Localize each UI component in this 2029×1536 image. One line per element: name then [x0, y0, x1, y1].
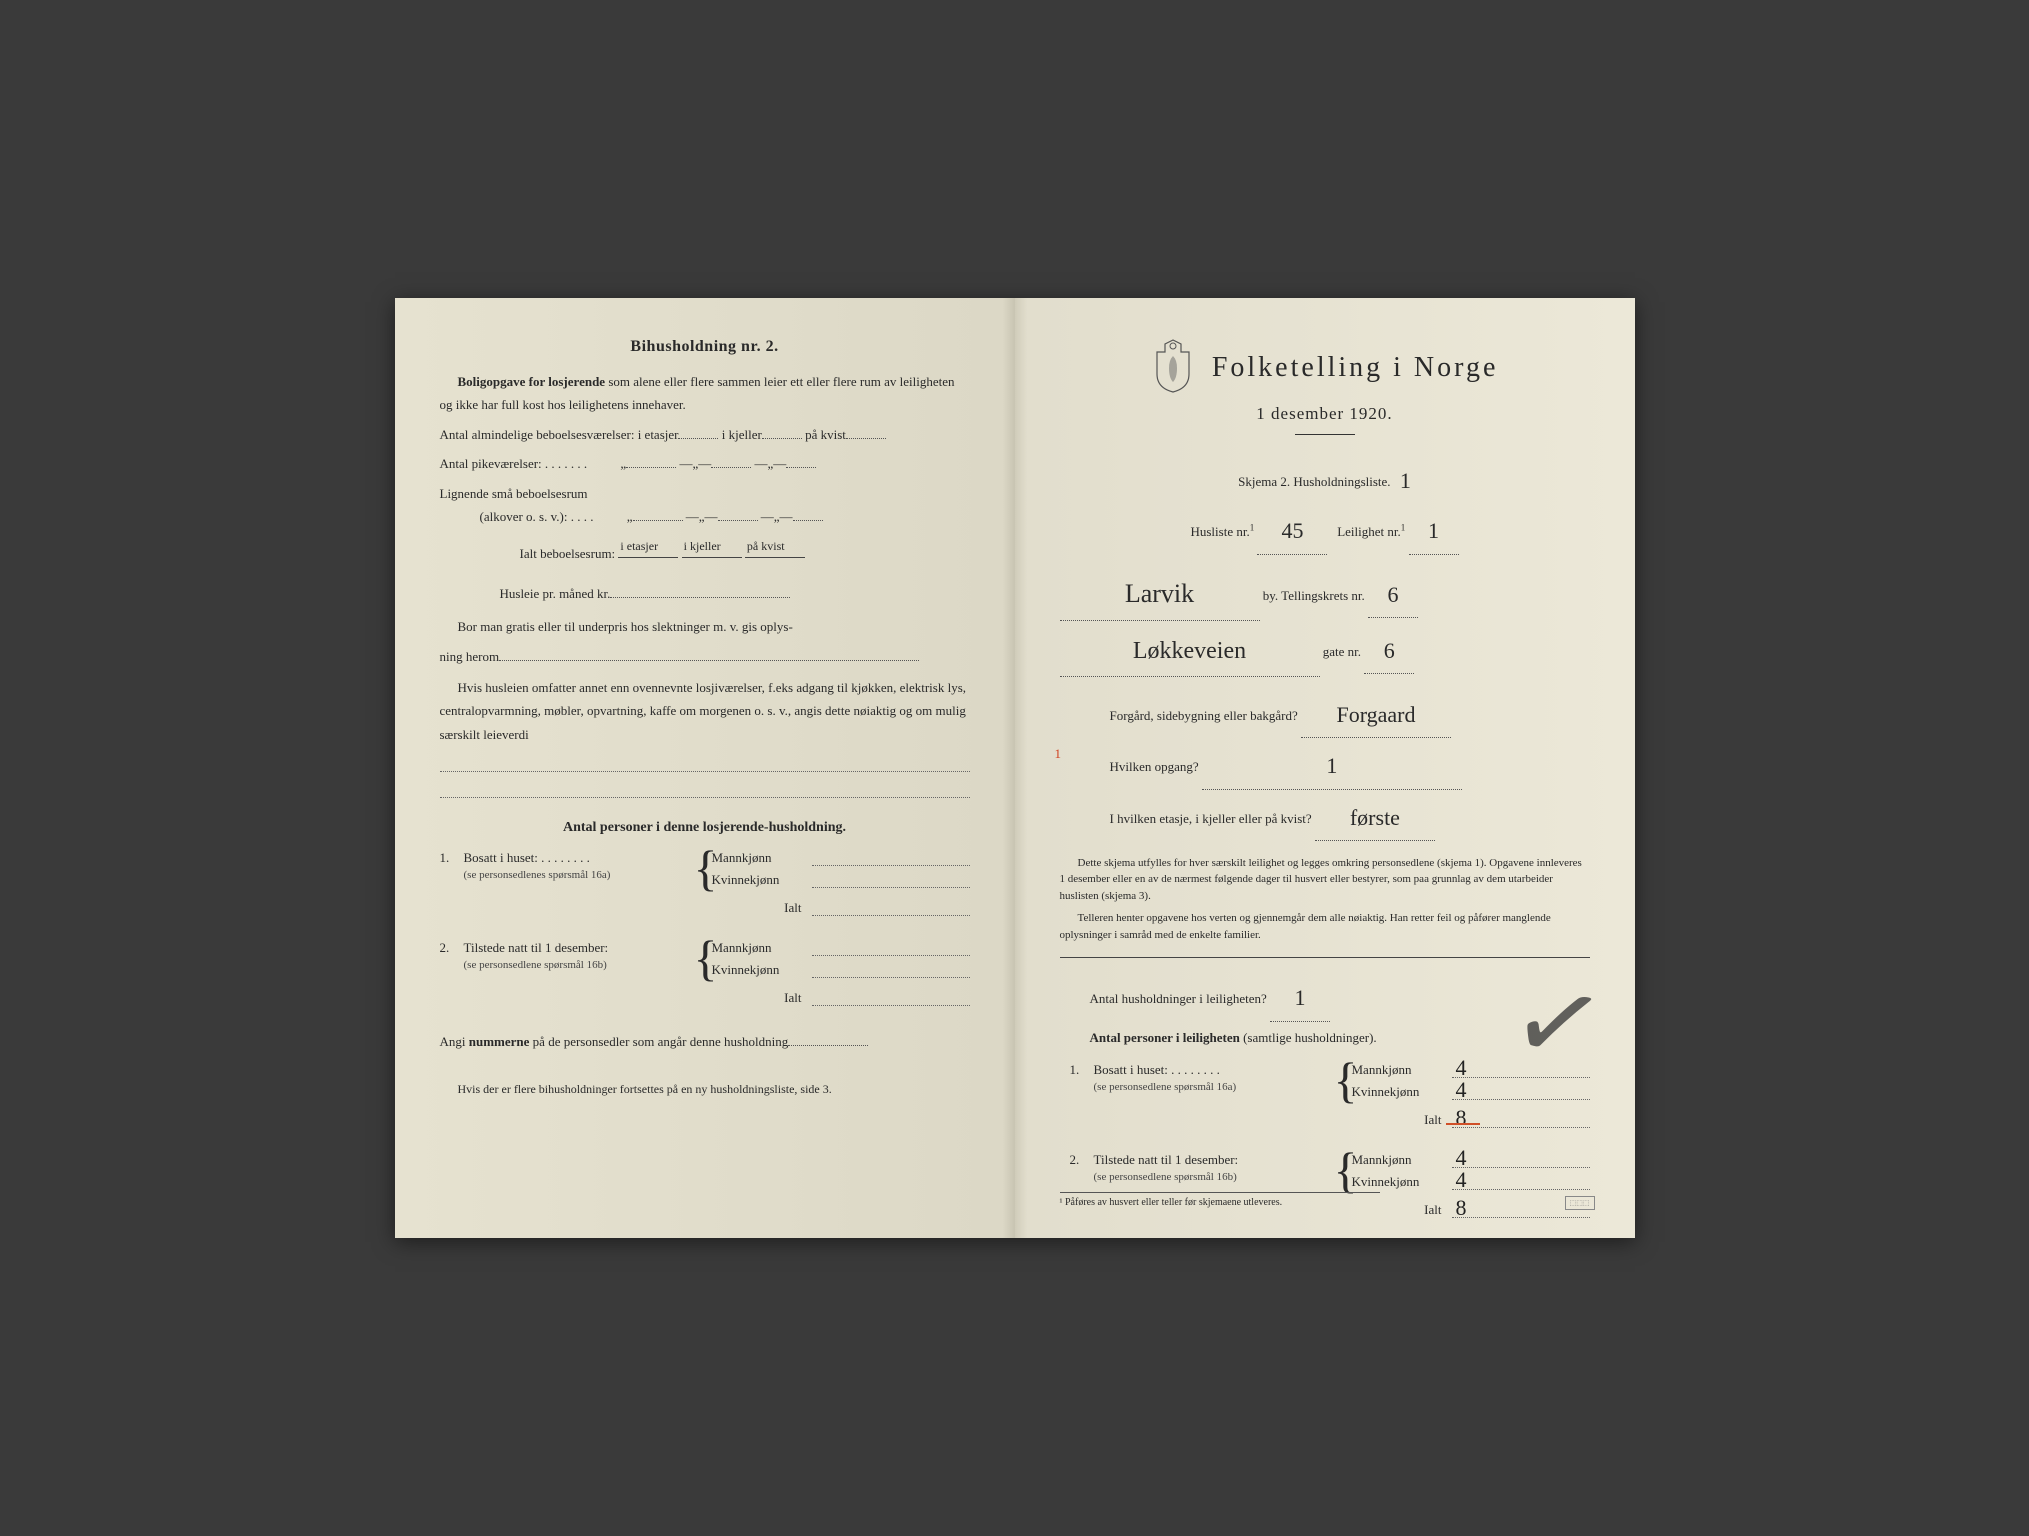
red-underline: [1446, 1123, 1480, 1125]
skjema-line: Skjema 2. Husholdningsliste. 1: [1060, 455, 1590, 503]
by-line: Larvik by. Tellingskrets nr. 6: [1060, 563, 1590, 621]
left-item-1: 1. Bosatt i huset: . . . . . . . . (se p…: [440, 850, 970, 922]
divider: [1295, 434, 1355, 435]
instructions-2: Telleren henter opgavene hos verten og g…: [1060, 910, 1590, 943]
red-mark: 1: [1055, 740, 1062, 769]
forgard-line: Forgård, sidebygning eller bakgård? Forg…: [1110, 689, 1590, 738]
gratis-para: Bor man gratis eller til underpris hos s…: [440, 615, 970, 638]
opgang-line: 1 Hvilken opgang? 1: [1110, 740, 1590, 789]
left-title: Bihusholdning nr. 2.: [440, 338, 970, 356]
date-line: 1 desember 1920.: [1060, 404, 1590, 424]
antal-pers-line: Antal personer i leiligheten (samtlige h…: [1090, 1024, 1590, 1053]
footnote: ¹ Påføres av husvert eller teller før sk…: [1060, 1192, 1380, 1208]
right-header: Folketelling i Norge 1 desember 1920.: [1060, 338, 1590, 435]
husleie-line: Husleie pr. måned kr.: [500, 582, 970, 605]
instructions-1: Dette skjema utfylles for hver særskilt …: [1060, 855, 1590, 905]
left-page: Bihusholdning nr. 2. Boligopgave for los…: [395, 298, 1015, 1238]
left-footer-note: Hvis der er flere bihusholdninger fortse…: [440, 1079, 970, 1101]
gate-line: Løkkeveien gate nr. 6: [1060, 623, 1590, 677]
left-section-title: Antal personer i denne losjerende-hushol…: [440, 820, 970, 836]
lignende-line: Lignende små beboelsesrum (alkover o. s.…: [440, 482, 970, 529]
hvis-para: Hvis husleien omfatter annet enn ovennev…: [440, 676, 970, 746]
coat-of-arms-icon: [1151, 338, 1195, 398]
rooms-line: Antal almindelige beboelsesværelser: i e…: [440, 423, 970, 446]
left-item-2: 2. Tilstede natt til 1 desember: (se per…: [440, 940, 970, 1012]
printer-stamp: ⬚⬚⬚: [1565, 1196, 1595, 1210]
pike-line: Antal pikeværelser: . . . . . . . „ —„— …: [440, 452, 970, 475]
left-list: 1. Bosatt i huset: . . . . . . . . (se p…: [440, 850, 970, 1012]
angi-line: Angi nummerne på de personsedler som ang…: [440, 1030, 970, 1053]
intro-para: Boligopgave for losjerende som alene ell…: [440, 370, 970, 417]
husliste-line: Husliste nr.1 45 Leilighet nr.1 1: [1060, 505, 1590, 554]
main-title: Folketelling i Norge: [1212, 352, 1499, 384]
antal-hush-line: Antal husholdninger i leiligheten? 1: [1090, 972, 1590, 1021]
intro-bold: Boligopgave for losjerende: [458, 374, 606, 389]
right-item-1: 1. Bosatt i huset: . . . . . . . . (se p…: [1070, 1062, 1590, 1134]
right-page: Folketelling i Norge 1 desember 1920. Sk…: [1015, 298, 1635, 1238]
document-spread: Bihusholdning nr. 2. Boligopgave for los…: [395, 298, 1635, 1238]
right-item-2: 2. Tilstede natt til 1 desember: (se per…: [1070, 1152, 1590, 1224]
ialt-line: Ialt beboelsesrum: i etasjer i kjeller p…: [520, 542, 970, 565]
etasje-line: I hvilken etasje, i kjeller eller på kvi…: [1110, 792, 1590, 841]
